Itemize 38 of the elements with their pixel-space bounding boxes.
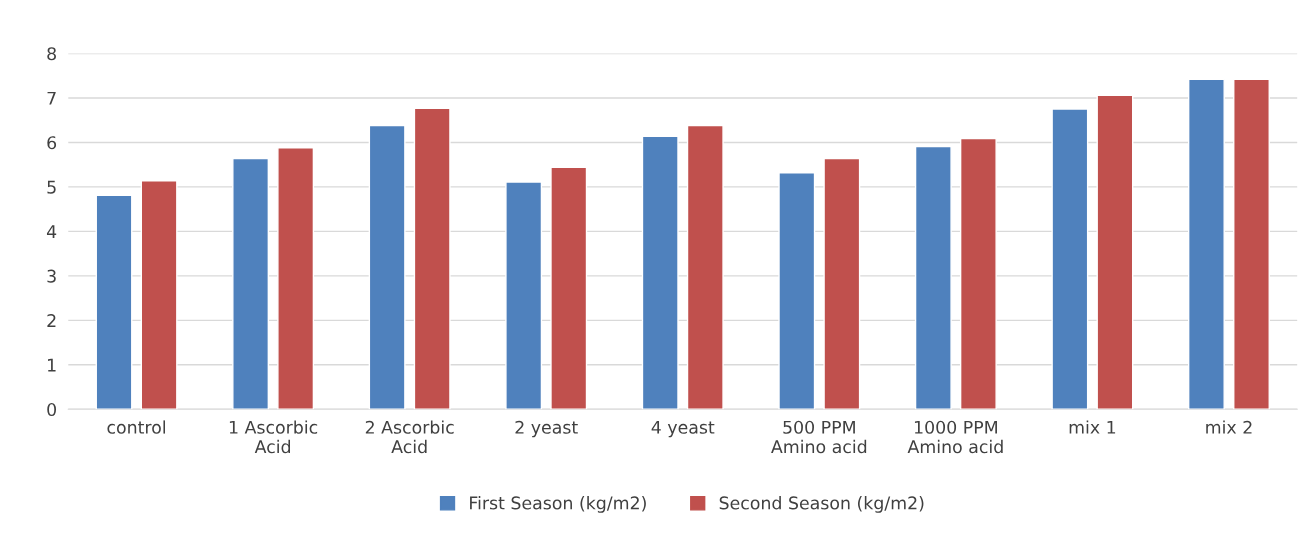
bar [1096,94,1134,410]
y-tick-label: 3 [47,269,56,283]
y-tick-label: 2 [47,314,56,327]
bar [778,171,816,410]
bar [959,137,997,410]
bar [505,181,543,410]
x-tick-label: 500 PPM Amino acid [771,420,867,454]
bar [1233,78,1270,410]
x-tick-label: 1000 PPM Amino acid [907,420,1003,454]
bar [1051,108,1089,410]
x-tick-label: 2 yeast [515,420,578,438]
bar [95,194,133,410]
x-tick-label: control [107,420,166,434]
y-tick-label: 7 [47,91,56,105]
bar [413,107,451,410]
bar [914,145,952,410]
x-tick-label: mix 1 [1069,420,1116,434]
bar [686,124,724,410]
y-tick-label: 6 [47,136,57,150]
y-tick-label: 4 [46,225,57,238]
y-tick-label: 1 [48,358,56,372]
bar [641,135,679,410]
bar [140,179,178,410]
x-tick-label: 4 yeast [651,420,715,438]
bar [823,157,861,410]
x-tick-label: mix 2 [1206,420,1252,434]
legend-label: First Season (kg/m2) [470,496,646,513]
bar [1187,78,1225,410]
x-tick-label: 1 Ascorbic Acid [229,420,318,454]
y-tick-label: 0 [47,402,57,417]
y-tick-label: 8 [47,47,56,61]
bar [232,157,270,410]
bar [550,166,588,410]
legend-label: Second Season (kg/m2) [719,496,924,513]
x-tick-label: 2 Ascorbic Acid [365,420,454,454]
bar [368,124,406,410]
y-tick-label: 5 [47,180,56,194]
bar [277,147,315,410]
